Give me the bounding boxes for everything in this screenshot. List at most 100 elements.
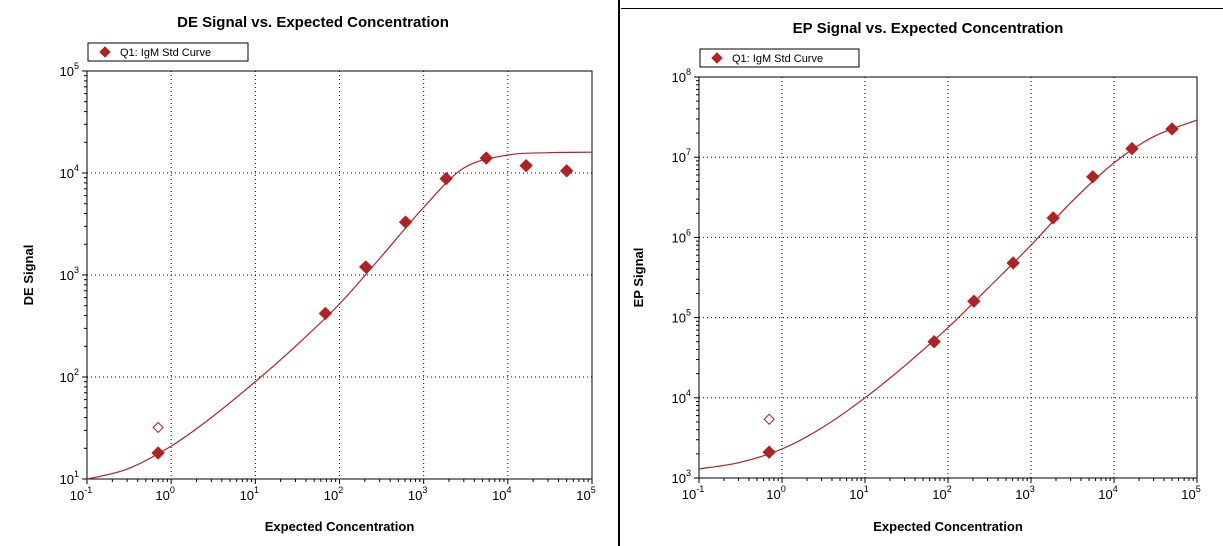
y-tick-exponent: 1 (74, 469, 79, 479)
y-tick-label: 104 (672, 388, 691, 406)
data-point (439, 171, 453, 186)
x-tick-label: 100 (766, 484, 785, 502)
x-tick-base: 10 (324, 488, 338, 503)
x-tick-base: 10 (408, 488, 422, 503)
y-tick-base: 10 (672, 230, 686, 245)
x-tick-base: 10 (932, 487, 946, 502)
chart-panel-de-signal: DE Signal vs. Expected Concentration 10-1… (21, 0, 620, 546)
chart-de-signal: DE Signal vs. Expected Concentration10-1… (21, 14, 596, 534)
x-tick-exponent: -1 (696, 484, 704, 494)
y-tick-base: 10 (60, 472, 74, 487)
x-tick-base: 10 (155, 488, 169, 503)
y-tick-exponent: 4 (74, 163, 79, 173)
x-tick-label: 105 (1181, 484, 1200, 502)
fit-curve (698, 119, 1198, 470)
y-tick-base: 10 (60, 268, 74, 283)
y-tick-exponent: 4 (686, 388, 691, 398)
x-tick-label: 101 (849, 484, 868, 502)
x-tick-label: 10-1 (70, 485, 92, 503)
data-point (967, 294, 981, 308)
panel-border-top (621, 8, 1223, 9)
x-tick-label: 100 (155, 485, 174, 503)
x-tick-exponent: 5 (1196, 484, 1201, 494)
x-tick-exponent: 5 (591, 485, 596, 495)
x-tick-exponent: 2 (947, 484, 952, 494)
y-tick-label: 106 (672, 227, 691, 245)
legend-marker (711, 52, 723, 64)
x-tick-label: 10-1 (682, 484, 704, 502)
x-tick-label: 104 (1098, 484, 1117, 502)
x-tick-exponent: 3 (422, 485, 427, 495)
data-point (318, 306, 333, 321)
data-point (519, 158, 533, 173)
x-tick-label: 104 (492, 485, 511, 503)
data-point (927, 335, 941, 349)
y-tick-exponent: 5 (686, 308, 691, 318)
y-tick-label: 107 (672, 147, 691, 165)
x-tick-base: 10 (1181, 487, 1195, 502)
data-point (398, 215, 413, 229)
data-point (559, 164, 574, 178)
x-axis-label: Expected Concentration (873, 519, 1023, 534)
legend-label: Q1: IgM Std Curve (732, 53, 823, 65)
x-tick-exponent: 4 (507, 485, 512, 495)
plot-frame (698, 76, 1198, 479)
x-tick-base: 10 (682, 487, 696, 502)
data-point (479, 151, 494, 165)
x-tick-exponent: 0 (781, 484, 786, 494)
y-tick-base: 10 (60, 370, 74, 385)
chart-panel-ep-signal: EP Signal vs. Expected Concentration 10-1… (621, 0, 1223, 546)
y-tick-label: 108 (672, 67, 691, 85)
y-tick-base: 10 (672, 471, 686, 486)
y-tick-base: 10 (672, 311, 686, 326)
legend-box (87, 42, 249, 62)
plot-frame (86, 70, 593, 480)
data-point (1165, 122, 1179, 136)
y-tick-base: 10 (672, 391, 686, 406)
data-point (1125, 141, 1139, 156)
data-point (151, 446, 165, 460)
y-tick-base: 10 (60, 166, 74, 181)
excluded-data-point (763, 413, 775, 425)
x-tick-base: 10 (766, 487, 780, 502)
data-point (359, 260, 373, 274)
y-tick-exponent: 6 (686, 227, 691, 237)
x-tick-label: 102 (932, 484, 951, 502)
data-point (762, 445, 776, 459)
excluded-data-point (152, 421, 164, 434)
fit-curve (86, 151, 593, 480)
x-tick-base: 10 (492, 488, 506, 503)
legend-label: Q1: IgM Std Curve (120, 47, 211, 59)
y-tick-exponent: 3 (74, 265, 79, 275)
y-tick-exponent: 2 (74, 367, 79, 377)
chart-title: EP Signal vs. Expected Concentration (793, 20, 1064, 37)
x-tick-exponent: 1 (254, 485, 259, 495)
y-tick-label: 103 (60, 265, 79, 283)
x-tick-exponent: 0 (170, 485, 175, 495)
y-tick-label: 105 (672, 308, 691, 326)
y-tick-label: 105 (60, 61, 79, 79)
y-tick-label: 101 (60, 469, 79, 487)
x-tick-exponent: 2 (338, 485, 343, 495)
x-tick-label: 105 (576, 485, 595, 503)
x-tick-label: 103 (408, 485, 427, 503)
x-tick-base: 10 (576, 488, 590, 503)
y-tick-exponent: 8 (686, 67, 691, 77)
data-point (1086, 170, 1100, 184)
y-tick-label: 104 (60, 163, 79, 181)
y-tick-label: 102 (60, 367, 79, 385)
chart-ep-signal: EP Signal vs. Expected Concentration10-1… (631, 20, 1201, 534)
y-tick-base: 10 (60, 64, 74, 79)
x-tick-label: 101 (240, 485, 259, 503)
x-tick-base: 10 (1015, 487, 1029, 502)
x-tick-exponent: 1 (864, 484, 869, 494)
y-tick-base: 10 (672, 150, 686, 165)
y-tick-base: 10 (672, 70, 686, 85)
x-tick-exponent: 3 (1030, 484, 1035, 494)
y-tick-exponent: 5 (74, 61, 79, 71)
x-tick-exponent: -1 (84, 485, 92, 495)
data-point (1006, 256, 1020, 270)
chart-title: DE Signal vs. Expected Concentration (177, 14, 449, 31)
legend-box (699, 48, 860, 68)
panel-border-right (618, 0, 620, 546)
